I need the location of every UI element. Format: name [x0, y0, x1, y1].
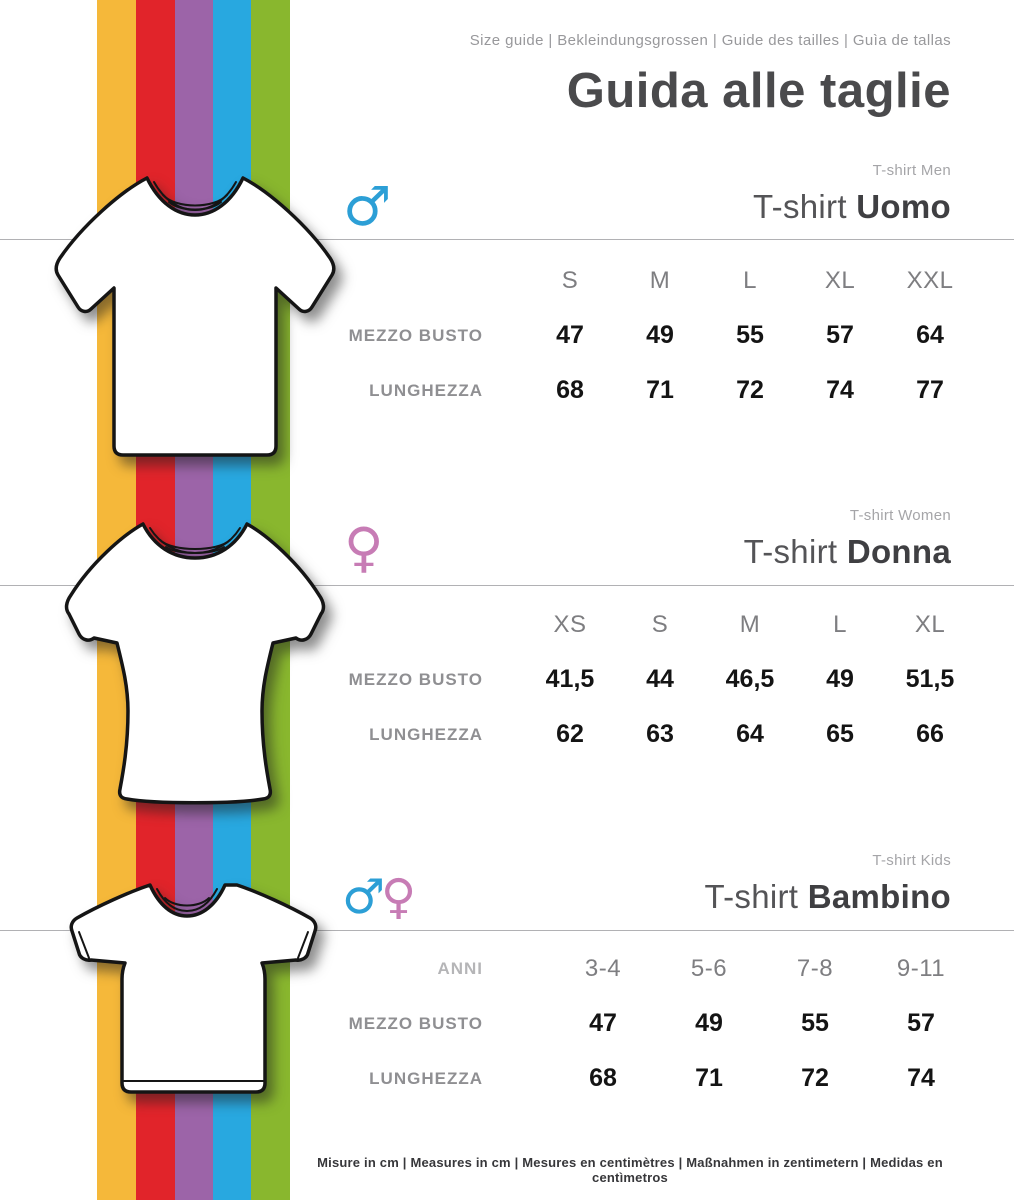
size-column-header: XL [824, 266, 856, 294]
measurement-value: 47 [589, 1009, 617, 1037]
measurement-value: 71 [695, 1064, 723, 1092]
size-column-header: XXL [906, 266, 954, 294]
page-header: Size guide | Bekleindungsgrossen | Guide… [470, 30, 951, 118]
women-section-caption: T-shirt Women [849, 507, 951, 524]
women-section-title: T-shirt Donna [744, 532, 951, 572]
row-label: LUNGHEZZA [369, 724, 483, 744]
women-title-name: Donna [846, 533, 951, 570]
female-icon: ♀ [344, 516, 384, 579]
measurement-value: 49 [695, 1009, 723, 1037]
age-column-header: 9-11 [896, 954, 946, 982]
measurement-value: 71 [646, 376, 674, 404]
measurement-value: 66 [916, 720, 944, 748]
measurement-value: 64 [916, 321, 944, 349]
kids-section-header: T-shirt Kids T-shirt Bambino [704, 851, 951, 917]
measurement-value: 55 [736, 321, 764, 349]
kids-section-divider [0, 930, 1014, 931]
measurement-value: 65 [826, 720, 854, 748]
multilang-size-guide-caption: Size guide | Bekleindungsgrossen | Guide… [469, 32, 951, 49]
kids-gender-icons: ♂♀ [342, 873, 416, 921]
kids-section-caption: T-shirt Kids [872, 852, 951, 869]
kids-title-name: Bambino [807, 878, 951, 915]
age-column-header: 7-8 [796, 954, 834, 982]
row-label: LUNGHEZZA [369, 1068, 483, 1088]
measurement-value: 46,5 [725, 665, 775, 693]
size-column-header: M [739, 610, 761, 638]
kids-tshirt-illustration [69, 883, 318, 1094]
row-label: MEZZO BUSTO [348, 669, 483, 689]
age-corner-label: ANNI [437, 958, 483, 978]
men-title-name: Uomo [856, 188, 951, 225]
corner-label [345, 597, 525, 652]
size-column-header: M [649, 266, 671, 294]
men-section-header: T-shirt Men T-shirt Uomo [753, 161, 951, 227]
measurement-value: 77 [916, 376, 944, 404]
women-section-divider [0, 585, 1014, 586]
men-section-divider [0, 239, 1014, 240]
women-section-header: T-shirt Women T-shirt Donna [744, 506, 951, 572]
female-icon: ♀ [381, 869, 417, 925]
measurement-value: 51,5 [905, 665, 955, 693]
size-column-header: L [833, 610, 847, 638]
kids-title-prefix: T-shirt [704, 878, 799, 915]
size-column-header: XS [553, 610, 587, 638]
size-column-header: S [651, 610, 669, 638]
kids-section-title: T-shirt Bambino [704, 877, 951, 917]
size-column-header: S [561, 266, 579, 294]
measurement-value: 74 [907, 1064, 935, 1092]
measurement-value: 68 [556, 376, 584, 404]
size-column-header: XL [914, 610, 946, 638]
men-title-prefix: T-shirt [753, 188, 847, 225]
male-icon: ♂ [343, 175, 392, 238]
page-title: Guida alle taglie [566, 64, 951, 118]
men-size-table: S M L XL XXL MEZZO BUSTO 47 49 55 57 64 … [345, 253, 975, 418]
corner-label [345, 253, 525, 308]
kids-size-table: ANNI 3-4 5-6 7-8 9-11 MEZZO BUSTO 47 49 … [345, 941, 975, 1106]
women-title-prefix: T-shirt [743, 533, 838, 570]
row-label: MEZZO BUSTO [348, 325, 483, 345]
measurement-value: 72 [801, 1064, 829, 1092]
men-tshirt-illustration [54, 176, 336, 457]
women-tshirt-illustration [64, 522, 326, 805]
measurement-value: 74 [826, 376, 854, 404]
male-icon: ♂ [342, 869, 386, 925]
measurement-value: 55 [801, 1009, 829, 1037]
row-label: MEZZO BUSTO [348, 1013, 483, 1033]
measurement-value: 44 [646, 665, 674, 693]
measurement-value: 72 [736, 376, 764, 404]
measurement-value: 49 [826, 665, 854, 693]
measurement-value: 41,5 [545, 665, 595, 693]
row-label: LUNGHEZZA [369, 380, 483, 400]
men-section-title: T-shirt Uomo [753, 187, 951, 227]
measurement-value: 47 [556, 321, 584, 349]
measurement-value: 57 [826, 321, 854, 349]
measurement-value: 57 [907, 1009, 935, 1037]
units-footer-note: Misure in cm | Measures in cm | Mesures … [317, 1155, 943, 1185]
size-column-header: L [743, 266, 757, 294]
measurement-value: 64 [736, 720, 764, 748]
men-section-caption: T-shirt Men [872, 162, 951, 179]
women-size-table: XS S M L XL MEZZO BUSTO 41,5 44 46,5 49 … [345, 597, 975, 762]
measurement-value: 49 [646, 321, 674, 349]
age-column-header: 3-4 [584, 954, 622, 982]
measurement-value: 63 [646, 720, 674, 748]
age-column-header: 5-6 [690, 954, 728, 982]
measurement-value: 68 [589, 1064, 617, 1092]
measurement-value: 62 [556, 720, 584, 748]
